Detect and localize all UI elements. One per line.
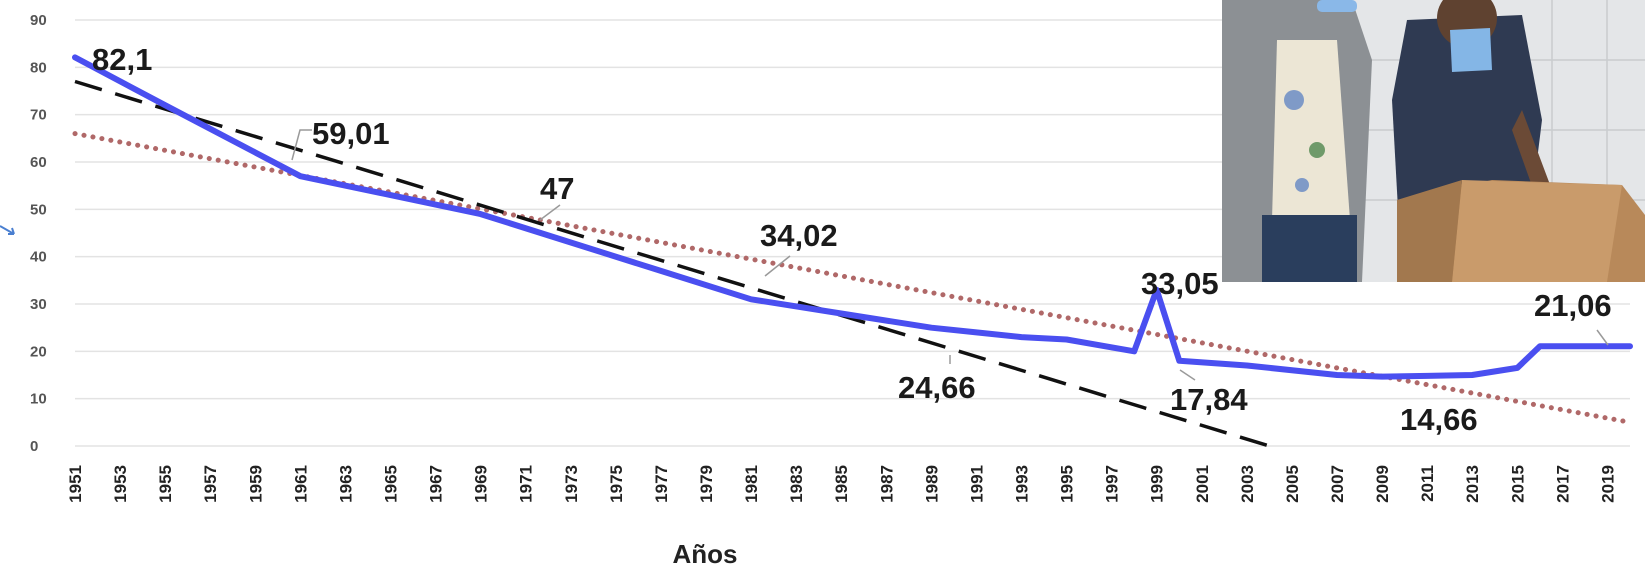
data-label: 14,66 (1400, 402, 1478, 437)
data-label: 21,06 (1534, 288, 1612, 323)
x-tick-label: 1995 (1058, 465, 1077, 503)
y-tick-label: 70 (30, 107, 47, 124)
series-line-solid (72, 54, 1633, 380)
x-tick-label: 1975 (607, 465, 626, 503)
data-label: 33,05 (1141, 266, 1219, 301)
x-tick-label: 1977 (652, 465, 671, 503)
x-tick-label: 2003 (1238, 465, 1257, 503)
label-leader (291, 129, 312, 161)
x-tick-label: 1961 (291, 465, 310, 503)
y-tick-label: 90 (30, 12, 47, 29)
series-lines (72, 54, 1633, 448)
data-labels: 82,1 59,01 47 34,02 24,66 33,05 17,84 14,66 21,0… (92, 42, 1612, 437)
x-tick-label: 1989 (922, 465, 941, 503)
x-tick-label: 2011 (1418, 465, 1437, 502)
x-tick-label: 1983 (787, 465, 806, 503)
label-leader (1179, 369, 1196, 381)
x-tick-label: 1973 (562, 465, 581, 503)
x-tick-label: 1997 (1103, 465, 1122, 503)
y-tick-label: 50 (30, 201, 47, 218)
x-tick-label: 1967 (427, 465, 446, 503)
x-tick-label: 1999 (1148, 465, 1167, 503)
y-axis-ticks: 0 10 20 30 40 50 60 70 80 90 (30, 12, 47, 455)
x-tick-label: 1959 (246, 465, 265, 503)
x-tick-label: 1987 (877, 465, 896, 503)
x-tick-label: 1991 (967, 465, 986, 503)
x-tick-label: 2013 (1463, 465, 1482, 503)
x-tick-label: 1965 (382, 465, 401, 503)
x-tick-label: 1963 (336, 465, 355, 503)
x-tick-label: 2019 (1598, 465, 1617, 503)
data-label: 17,84 (1170, 382, 1248, 417)
y-tick-label: 0 (30, 438, 38, 455)
cardboard-box (1397, 180, 1645, 282)
label-leader (1596, 329, 1609, 346)
x-tick-label: 1971 (517, 465, 536, 503)
data-label: 24,66 (898, 370, 976, 405)
x-axis-ticks: 1951 1953 1955 1957 1959 1961 1963 1965 1967 1969… (66, 465, 1617, 503)
data-label: 47 (540, 171, 574, 206)
woman-figure (1222, 0, 1372, 282)
label-leader (764, 255, 791, 277)
x-axis-title: Años (673, 539, 738, 567)
x-tick-label: 1955 (156, 465, 175, 503)
arrow-icon (0, 225, 15, 235)
x-tick-label: 1985 (832, 465, 851, 503)
x-tick-label: 1969 (472, 465, 491, 503)
x-tick-label: 1953 (111, 465, 130, 503)
x-tick-label: 2009 (1373, 465, 1392, 503)
x-tick-label: 1993 (1013, 465, 1032, 503)
y-tick-label: 60 (30, 154, 47, 171)
y-tick-label: 10 (30, 391, 47, 408)
x-tick-label: 2007 (1328, 465, 1347, 503)
y-tick-label: 40 (30, 249, 47, 266)
x-tick-label: 1957 (201, 465, 220, 503)
x-tick-label: 1951 (66, 465, 85, 503)
data-label: 59,01 (312, 116, 390, 151)
x-tick-label: 2017 (1553, 465, 1572, 503)
overlay-photo (1222, 0, 1645, 282)
x-tick-label: 2001 (1193, 465, 1212, 503)
x-tick-label: 1979 (697, 465, 716, 503)
data-label: 82,1 (92, 42, 152, 77)
x-tick-label: 1981 (742, 465, 761, 503)
y-tick-label: 80 (30, 59, 47, 76)
label-leader (539, 204, 561, 221)
data-label: 34,02 (760, 218, 838, 253)
x-tick-label: 2015 (1508, 465, 1527, 503)
series-line-dashed (74, 79, 1270, 448)
y-tick-label: 30 (30, 296, 47, 313)
y-tick-label: 20 (30, 343, 47, 360)
x-tick-label: 2005 (1283, 465, 1302, 503)
